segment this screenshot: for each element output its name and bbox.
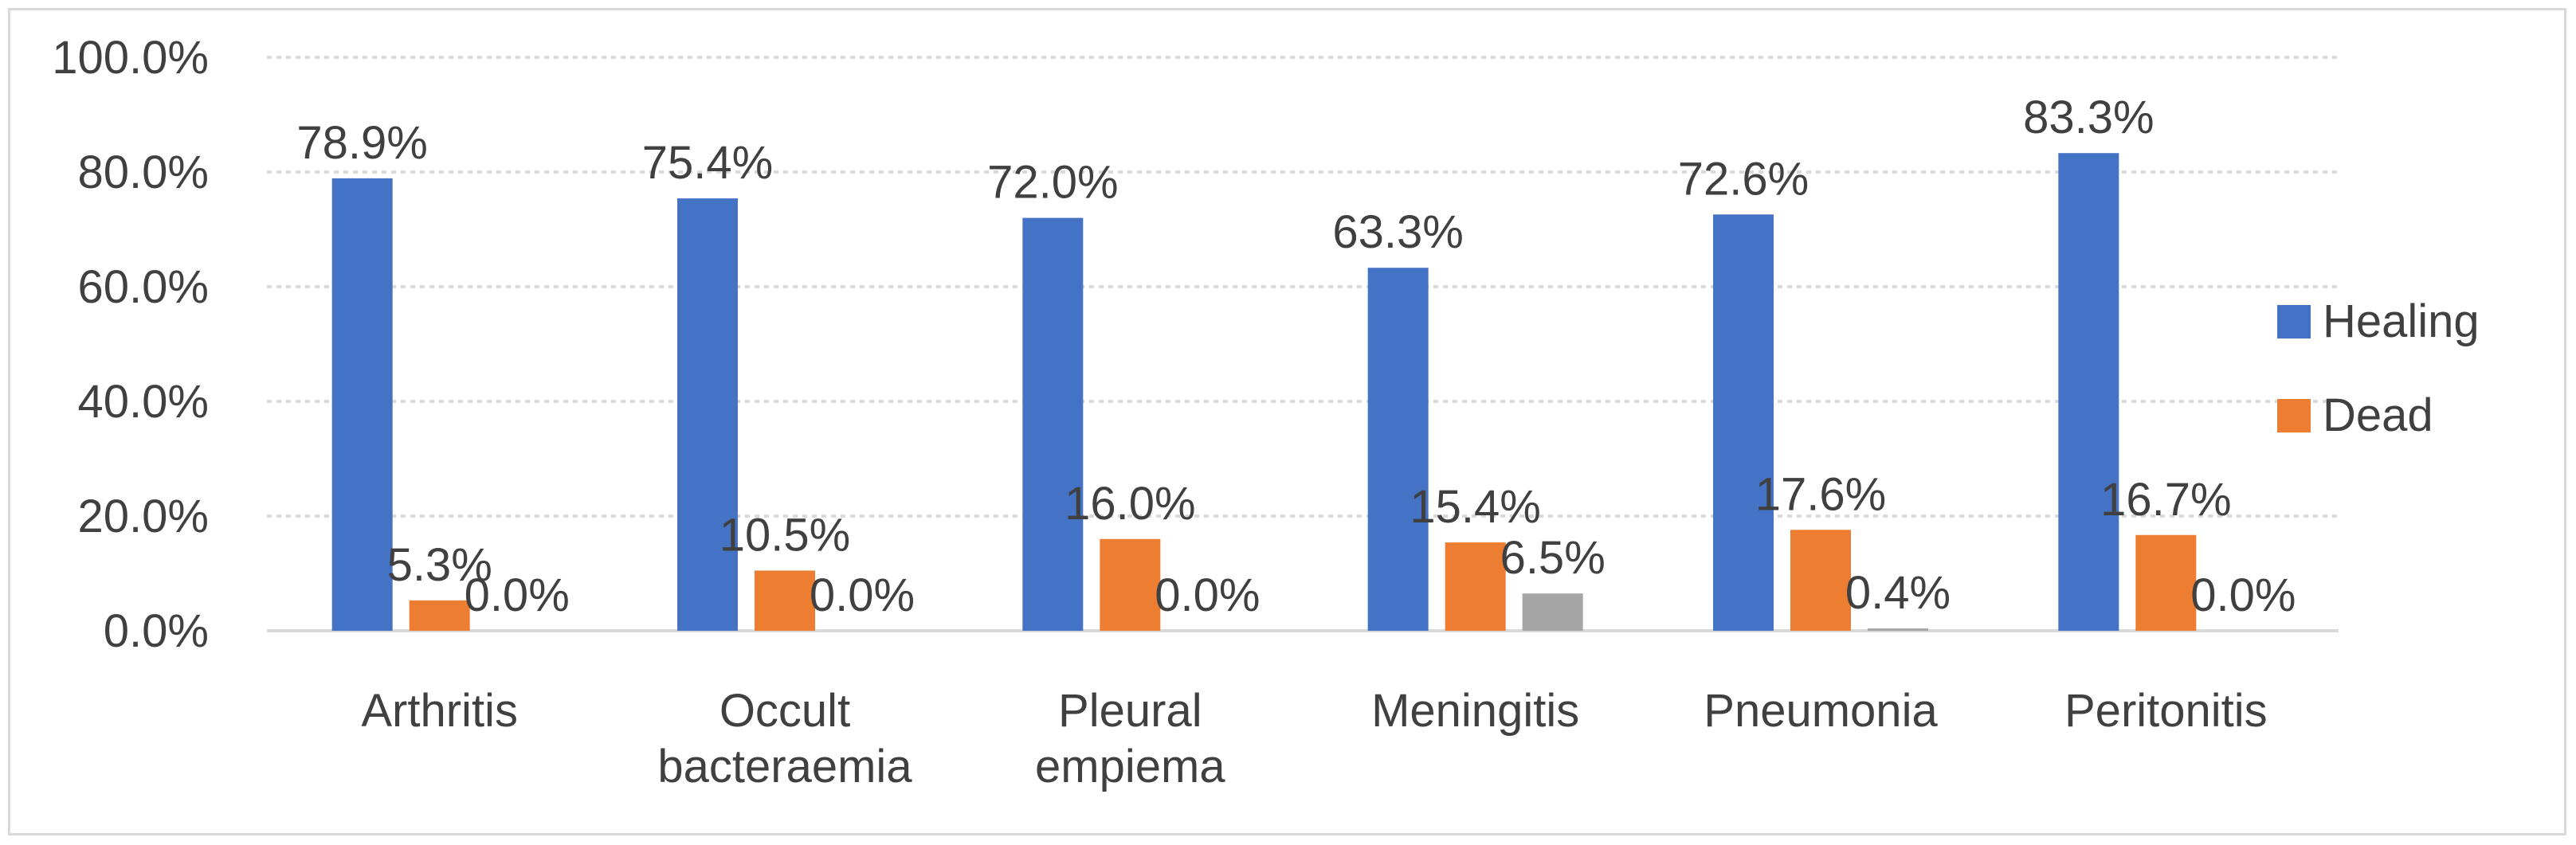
data-label: 0.0% bbox=[1155, 569, 1260, 621]
bar-dead bbox=[2135, 534, 2197, 631]
bar-dead bbox=[1100, 538, 1161, 631]
bar-healing bbox=[1022, 217, 1084, 632]
bar-healing bbox=[331, 178, 393, 632]
y-axis-ticks: 0.0% 20.0% 40.0% 60.0% 80.0% 100.0% bbox=[52, 32, 209, 657]
bar-dead bbox=[1790, 530, 1851, 631]
y-tick-label: 0.0% bbox=[104, 605, 209, 657]
data-label: 78.9% bbox=[296, 117, 427, 169]
chart-frame bbox=[8, 8, 2566, 835]
category-label: Pneumonia bbox=[1704, 685, 1938, 737]
bar-dead bbox=[1445, 542, 1506, 631]
bar-healing bbox=[1367, 268, 1429, 631]
bar-dead bbox=[409, 600, 470, 631]
data-label: 15.4% bbox=[1410, 481, 1540, 533]
legend: Healing Dead bbox=[2277, 295, 2480, 441]
category-label: Meningitis bbox=[1371, 685, 1579, 737]
data-labels: 78.9%5.3%0.0%75.4%10.5%0.0%72.0%16.0%0.0… bbox=[296, 92, 2296, 621]
data-label: 72.0% bbox=[987, 157, 1118, 209]
data-label: 6.5% bbox=[1500, 532, 1606, 584]
legend-label: Healing bbox=[2323, 295, 2480, 347]
category-label: Arthritis bbox=[361, 685, 518, 737]
category-label: Pleural bbox=[1058, 685, 1202, 737]
bar-healing bbox=[677, 198, 738, 631]
y-tick-label: 20.0% bbox=[78, 491, 209, 542]
category-label: Peritonitis bbox=[2064, 685, 2268, 737]
legend-label: Dead bbox=[2323, 389, 2433, 441]
legend-swatch bbox=[2277, 399, 2311, 432]
data-label: 10.5% bbox=[719, 509, 850, 561]
y-tick-label: 80.0% bbox=[78, 147, 209, 198]
y-tick-label: 100.0% bbox=[52, 32, 209, 84]
data-label: 5.3% bbox=[387, 539, 492, 591]
gridlines bbox=[267, 56, 2339, 518]
data-label: 16.7% bbox=[2100, 474, 2231, 526]
bar-healing bbox=[1713, 214, 1774, 631]
data-label: 63.3% bbox=[1332, 206, 1463, 258]
data-label: 72.6% bbox=[1678, 153, 1809, 205]
data-label: 0.0% bbox=[465, 569, 570, 621]
data-label: 0.0% bbox=[2190, 569, 2296, 621]
data-label: 16.0% bbox=[1065, 478, 1195, 530]
bar-series-3 bbox=[1522, 593, 1583, 631]
data-label: 17.6% bbox=[1755, 468, 1886, 520]
category-label: Occult bbox=[719, 685, 850, 737]
bar-series-3 bbox=[1868, 628, 1928, 631]
bar-healing bbox=[2058, 153, 2119, 632]
category-label: bacteraemia bbox=[657, 741, 912, 792]
category-label: empiema bbox=[1035, 741, 1225, 792]
data-label: 0.4% bbox=[1845, 567, 1951, 619]
data-label: 83.3% bbox=[2023, 92, 2154, 143]
legend-swatch bbox=[2277, 305, 2311, 338]
bars bbox=[331, 153, 2197, 632]
bar-dead bbox=[755, 570, 815, 631]
data-label: 75.4% bbox=[642, 137, 773, 189]
y-tick-label: 60.0% bbox=[78, 261, 209, 313]
y-tick-label: 40.0% bbox=[78, 376, 209, 428]
data-label: 0.0% bbox=[810, 569, 915, 621]
